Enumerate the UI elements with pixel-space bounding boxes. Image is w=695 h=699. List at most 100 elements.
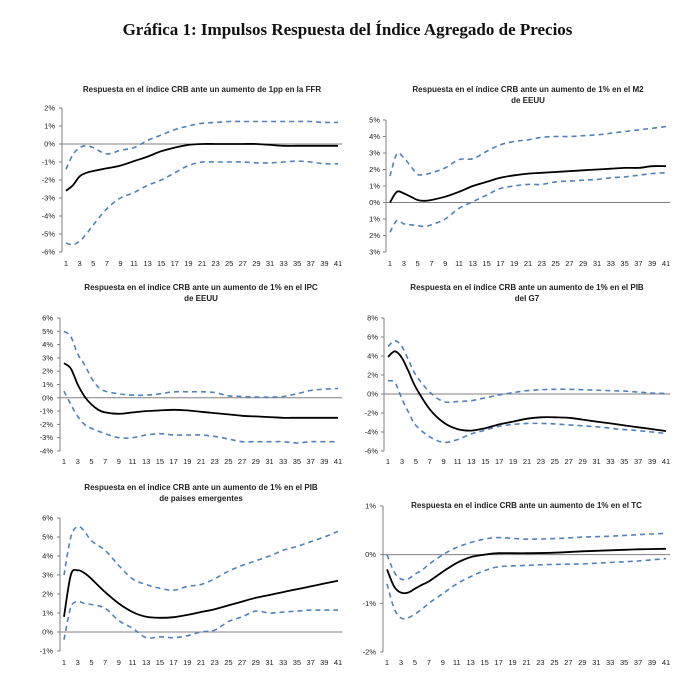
y-tick-label: -2% — [365, 409, 379, 418]
x-tick-label: 29 — [252, 457, 260, 466]
y-tick-label: 1% — [365, 502, 376, 511]
series-line-response — [63, 362, 338, 419]
series-line-lower-band — [387, 379, 667, 444]
y-tick-label: 0% — [367, 390, 378, 399]
x-tick-label: 33 — [279, 457, 287, 466]
x-tick-label: 37 — [307, 259, 315, 268]
series-line-response — [63, 568, 339, 619]
series-line-upper-band — [386, 532, 667, 581]
y-tick-label: 0% — [365, 550, 376, 559]
x-tick-label: 35 — [293, 658, 301, 667]
y-tick-label: 0% — [369, 198, 380, 207]
series-line-upper-band — [63, 525, 339, 592]
x-tick-label: 31 — [593, 259, 601, 268]
x-tick-label: 41 — [334, 457, 342, 466]
x-tick-label: 3 — [402, 259, 406, 268]
x-tick-label: 17 — [169, 457, 177, 466]
series-line-upper-band — [65, 120, 339, 170]
x-tick-label: 21 — [197, 658, 205, 667]
x-tick-label: 15 — [482, 259, 490, 268]
x-tick-label: 9 — [117, 658, 121, 667]
x-tick-label: 23 — [211, 259, 219, 268]
x-tick-label: 7 — [103, 457, 107, 466]
x-tick-label: 27 — [564, 658, 572, 667]
x-tick-label: 17 — [496, 259, 504, 268]
x-tick-label: 39 — [320, 457, 328, 466]
x-tick-label: 11 — [454, 457, 462, 466]
y-tick-label: -3% — [40, 433, 54, 442]
x-tick-label: 19 — [510, 259, 518, 268]
y-tick-label: 2% — [42, 590, 53, 599]
y-tick-label: 2% — [369, 231, 380, 240]
x-tick-label: 1 — [385, 658, 389, 667]
y-tick-label: 3% — [369, 248, 380, 257]
x-tick-label: 19 — [184, 259, 192, 268]
y-tick-label: -3% — [42, 194, 56, 203]
x-tick-label: 21 — [522, 658, 530, 667]
chart-title: del G7 — [515, 294, 540, 303]
x-tick-label: 15 — [481, 457, 489, 466]
y-tick-label: 5% — [369, 116, 380, 125]
y-tick-label: 5% — [42, 327, 53, 336]
x-tick-label: 9 — [443, 259, 447, 268]
chart-title: Respuesta en el índice CRB ante un aumen… — [84, 283, 318, 292]
y-tick-label: 6% — [42, 314, 53, 323]
y-tick-label: 4% — [369, 132, 380, 141]
x-tick-label: 35 — [293, 259, 301, 268]
x-tick-label: 21 — [523, 457, 531, 466]
x-tick-label: 13 — [142, 457, 150, 466]
series-line-response — [386, 547, 667, 595]
y-tick-label: 2% — [367, 371, 378, 380]
figure-title: Gráfica 1: Impulsos Respuesta del Índice… — [122, 20, 573, 39]
x-tick-label: 31 — [265, 457, 273, 466]
y-tick-label: 2% — [369, 165, 380, 174]
series-line-upper-band — [389, 125, 667, 177]
x-tick-label: 5 — [413, 658, 417, 667]
y-tick-label: 1% — [42, 609, 53, 618]
chart-title: Respuesta en el índice CRB ante un aumen… — [410, 283, 644, 292]
x-tick-label: 17 — [171, 259, 179, 268]
x-tick-label: 17 — [494, 658, 502, 667]
y-tick-label: 0% — [44, 140, 55, 149]
x-tick-label: 41 — [334, 259, 342, 268]
x-tick-label: 15 — [156, 457, 164, 466]
x-tick-label: 29 — [579, 259, 587, 268]
x-tick-label: 25 — [551, 259, 559, 268]
y-tick-label: 6% — [367, 333, 378, 342]
chart-panel-4: Respuesta en el índice CRB ante un aumen… — [365, 283, 671, 466]
y-tick-label: 4% — [42, 340, 53, 349]
y-tick-label: -6% — [42, 248, 56, 257]
x-tick-label: 11 — [130, 259, 138, 268]
y-tick-label: 3% — [42, 571, 53, 580]
x-tick-label: 11 — [455, 259, 463, 268]
x-tick-label: 5 — [416, 259, 420, 268]
x-tick-label: 31 — [592, 457, 600, 466]
x-tick-label: 27 — [565, 259, 573, 268]
x-tick-label: 9 — [442, 457, 446, 466]
y-tick-label: -6% — [365, 447, 379, 456]
x-tick-label: 11 — [129, 457, 137, 466]
x-tick-label: 1 — [62, 457, 66, 466]
x-tick-label: 17 — [169, 658, 177, 667]
series-line-upper-band — [63, 330, 339, 398]
x-tick-label: 37 — [306, 457, 314, 466]
x-tick-label: 33 — [607, 259, 615, 268]
x-tick-label: 31 — [265, 658, 273, 667]
x-tick-label: 19 — [508, 658, 516, 667]
x-tick-label: 21 — [197, 457, 205, 466]
x-tick-label: 23 — [211, 658, 219, 667]
x-tick-label: 39 — [320, 658, 328, 667]
x-tick-label: 7 — [427, 658, 431, 667]
series-line-lower-band — [63, 600, 338, 640]
x-tick-label: 7 — [428, 457, 432, 466]
y-tick-label: 3% — [42, 353, 53, 362]
y-tick-label: 0% — [42, 628, 53, 637]
y-tick-label: -4% — [40, 447, 54, 456]
x-tick-label: 21 — [524, 259, 532, 268]
y-tick-label: -1% — [40, 647, 54, 656]
x-tick-label: 11 — [453, 658, 461, 667]
y-tick-label: -4% — [365, 428, 379, 437]
chart-panel-5: Respuesta en el indice CRB ante un aumen… — [40, 483, 343, 667]
chart-title: de EEUU — [511, 96, 545, 105]
x-tick-label: 35 — [620, 457, 628, 466]
